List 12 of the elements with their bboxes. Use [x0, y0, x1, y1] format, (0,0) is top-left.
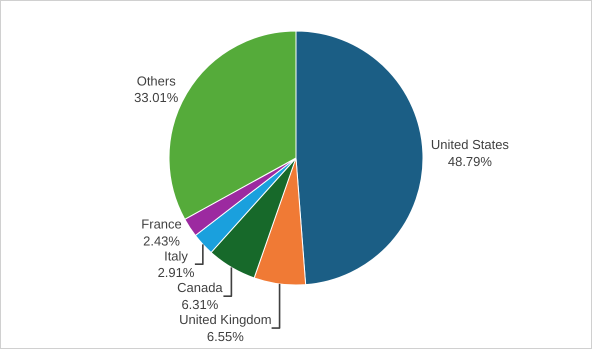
slice-label: Others [136, 73, 176, 88]
slice-label: Canada [177, 280, 224, 296]
data-label: 2.43% [143, 233, 180, 248]
data-label: 6.31% [181, 297, 219, 312]
data-label: 33.01% [134, 90, 179, 106]
slice-label: United Kingdom [179, 312, 272, 328]
slice-label: France [141, 216, 182, 232]
data-label: 2.91% [158, 265, 195, 280]
data-label: 48.79% [448, 154, 492, 170]
data-label: 6.55% [206, 328, 244, 344]
slice-label: United States [430, 137, 510, 152]
slice-label: Italy [164, 248, 188, 264]
